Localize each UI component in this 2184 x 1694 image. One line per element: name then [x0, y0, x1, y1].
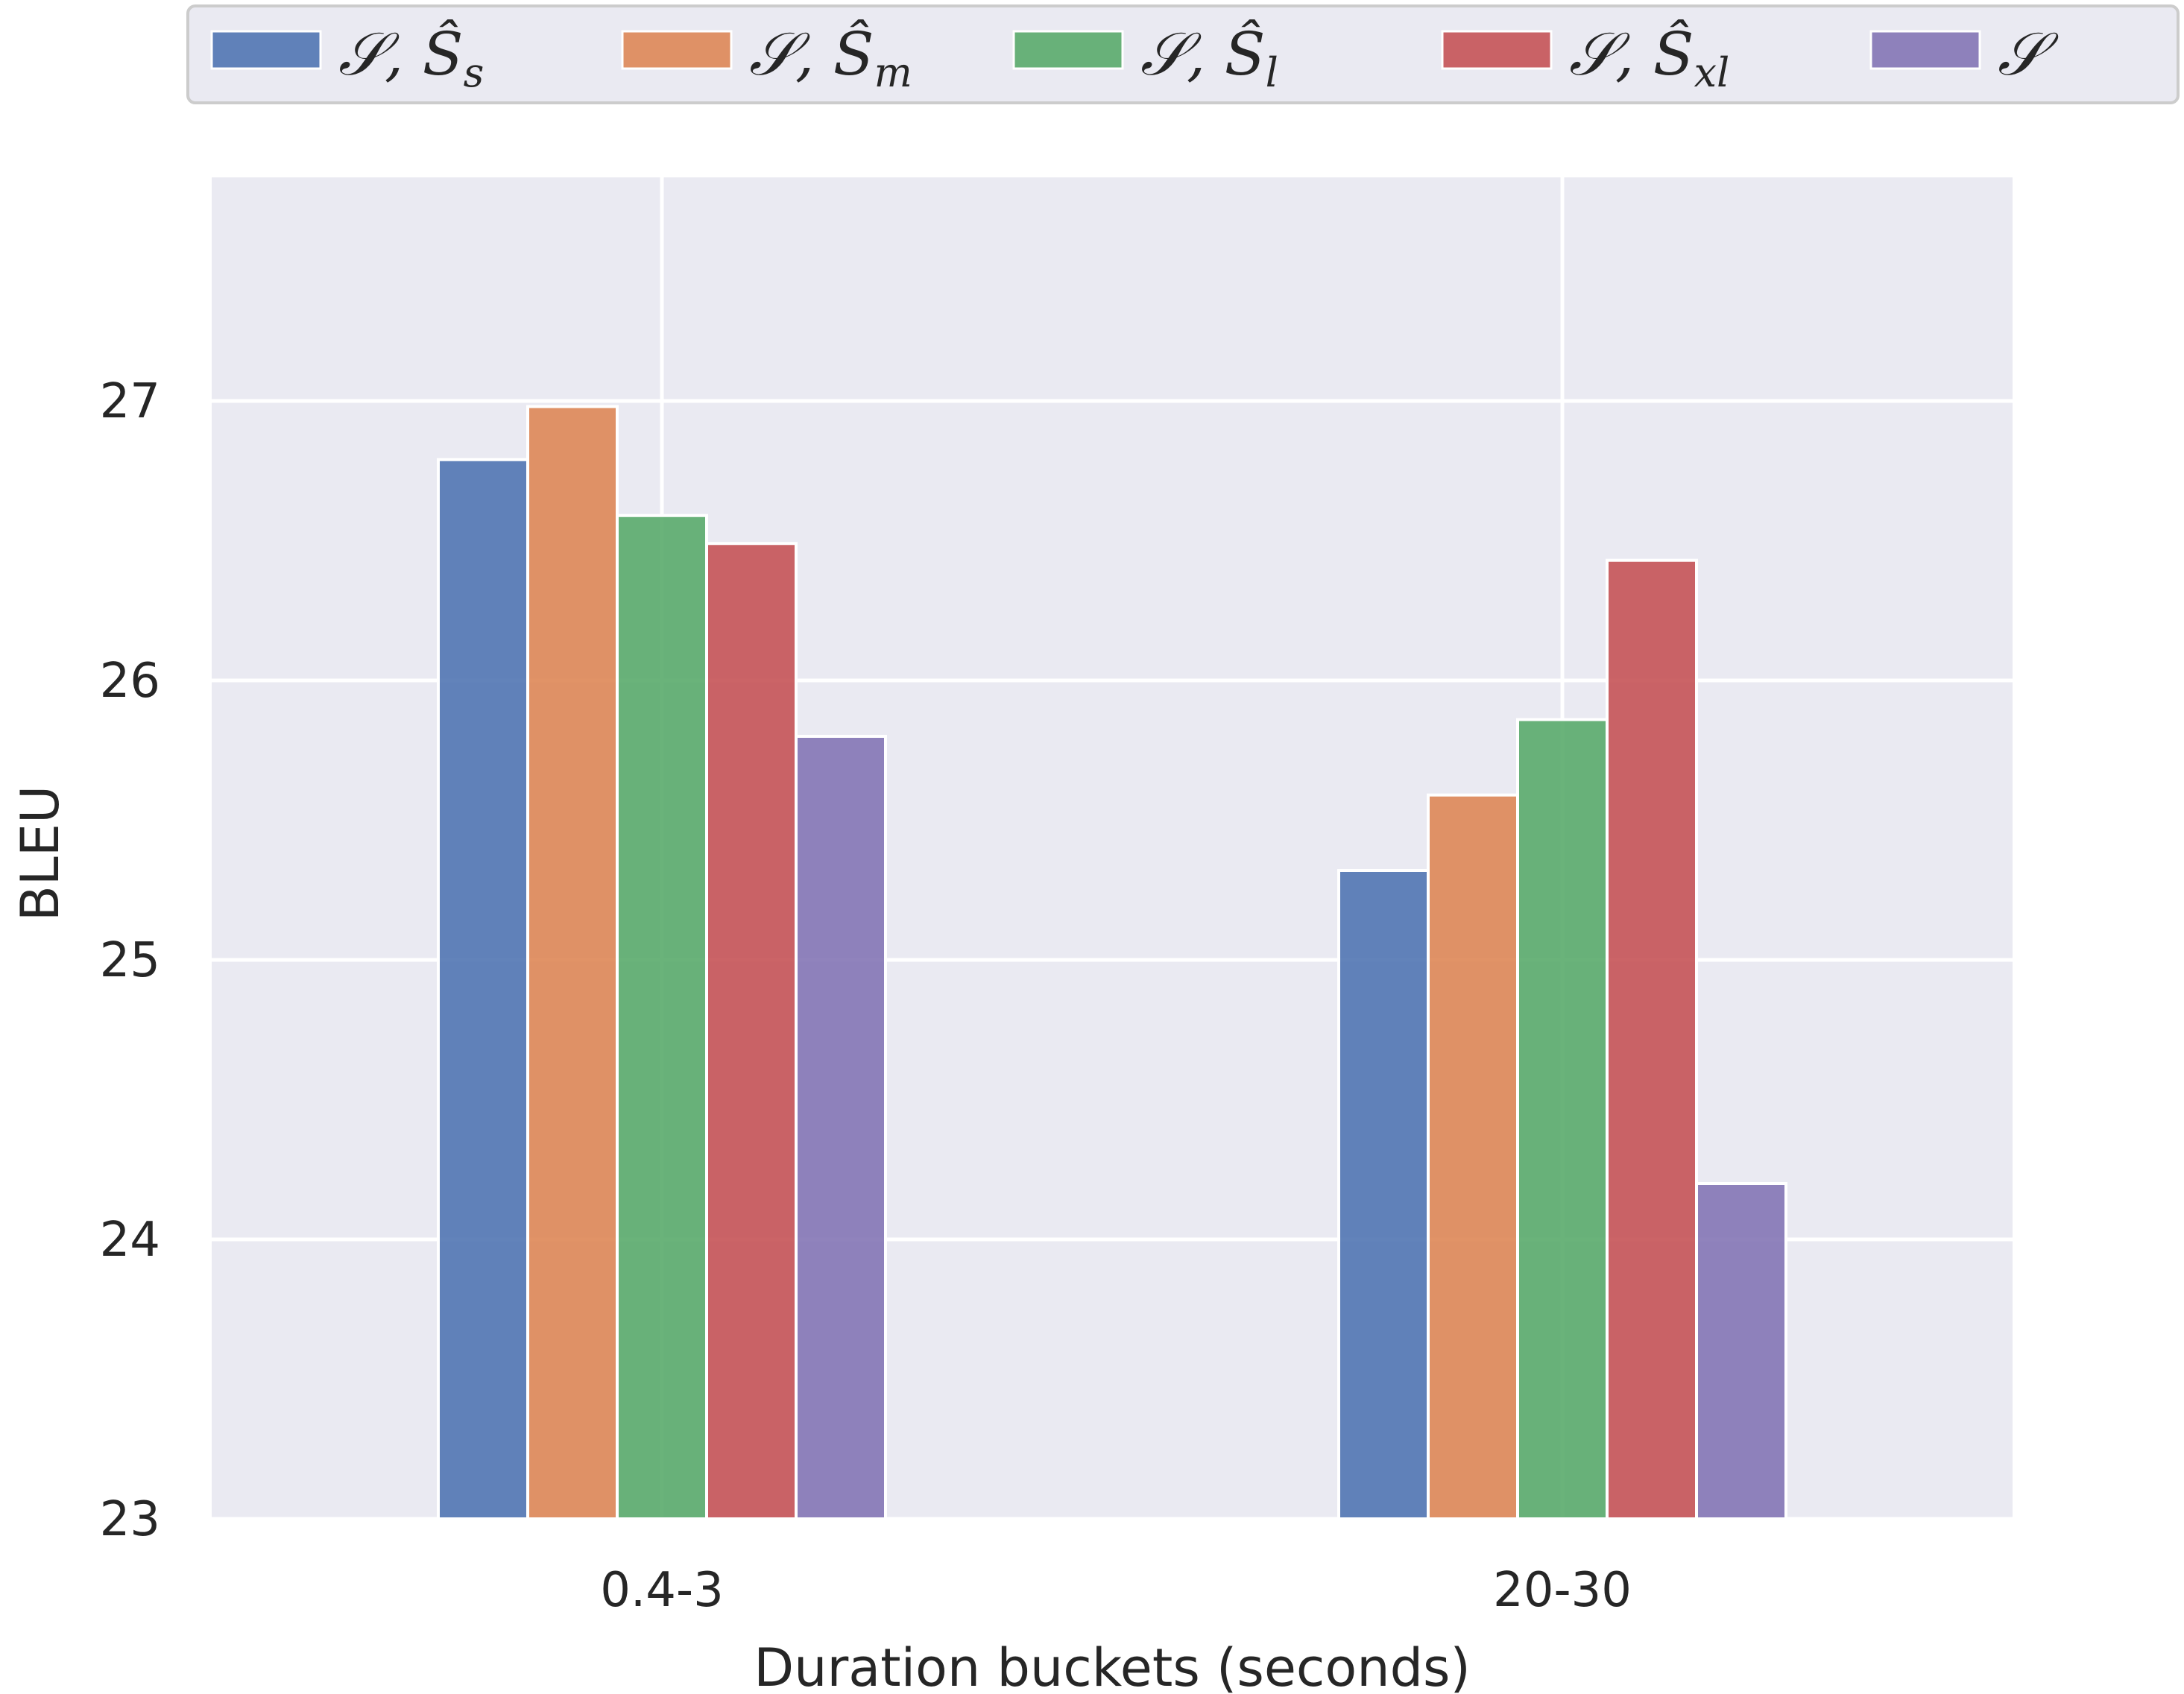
- y-axis-ticks: 23 24 25 26 27: [100, 374, 160, 1547]
- bar: [437, 458, 529, 1520]
- legend-swatch: [1012, 30, 1124, 70]
- bar: [1427, 793, 1519, 1520]
- legend-swatch: [621, 30, 733, 70]
- x-axis-label: Duration buckets (seconds): [754, 1637, 1471, 1694]
- legend-label: 𝒮, Ŝs: [338, 19, 484, 96]
- y-tick-label: 25: [100, 933, 160, 988]
- bars: [437, 405, 1787, 1520]
- x-tick-label: 20-30: [1493, 1563, 1632, 1618]
- bar: [795, 735, 887, 1520]
- x-axis-ticks: 0.4-3 20-30: [600, 1563, 1632, 1618]
- y-axis-label: BLEU: [10, 786, 71, 922]
- y-tick-label: 26: [100, 654, 160, 709]
- legend-swatch: [1441, 30, 1553, 70]
- y-tick-label: 23: [100, 1492, 160, 1547]
- bar: [705, 542, 798, 1520]
- legend-swatch: [1869, 30, 1981, 70]
- y-tick-label: 27: [100, 374, 160, 429]
- legend-label: 𝒮, Ŝl: [1140, 19, 1278, 96]
- legend-swatch: [210, 30, 322, 70]
- bar: [1516, 718, 1609, 1520]
- legend-label: 𝒮, Ŝxl: [1569, 19, 1729, 96]
- legend: 𝒮, Ŝs 𝒮, Ŝm 𝒮, Ŝl 𝒮, Ŝxl 𝒮: [186, 4, 2180, 104]
- bar: [1695, 1182, 1787, 1520]
- bar: [1606, 558, 1698, 1520]
- legend-label: 𝒮, Ŝm: [749, 19, 912, 96]
- bar: [616, 513, 708, 1520]
- bar: [1337, 869, 1430, 1520]
- bar: [526, 405, 619, 1520]
- x-tick-label: 0.4-3: [600, 1563, 724, 1618]
- y-tick-label: 24: [100, 1213, 160, 1268]
